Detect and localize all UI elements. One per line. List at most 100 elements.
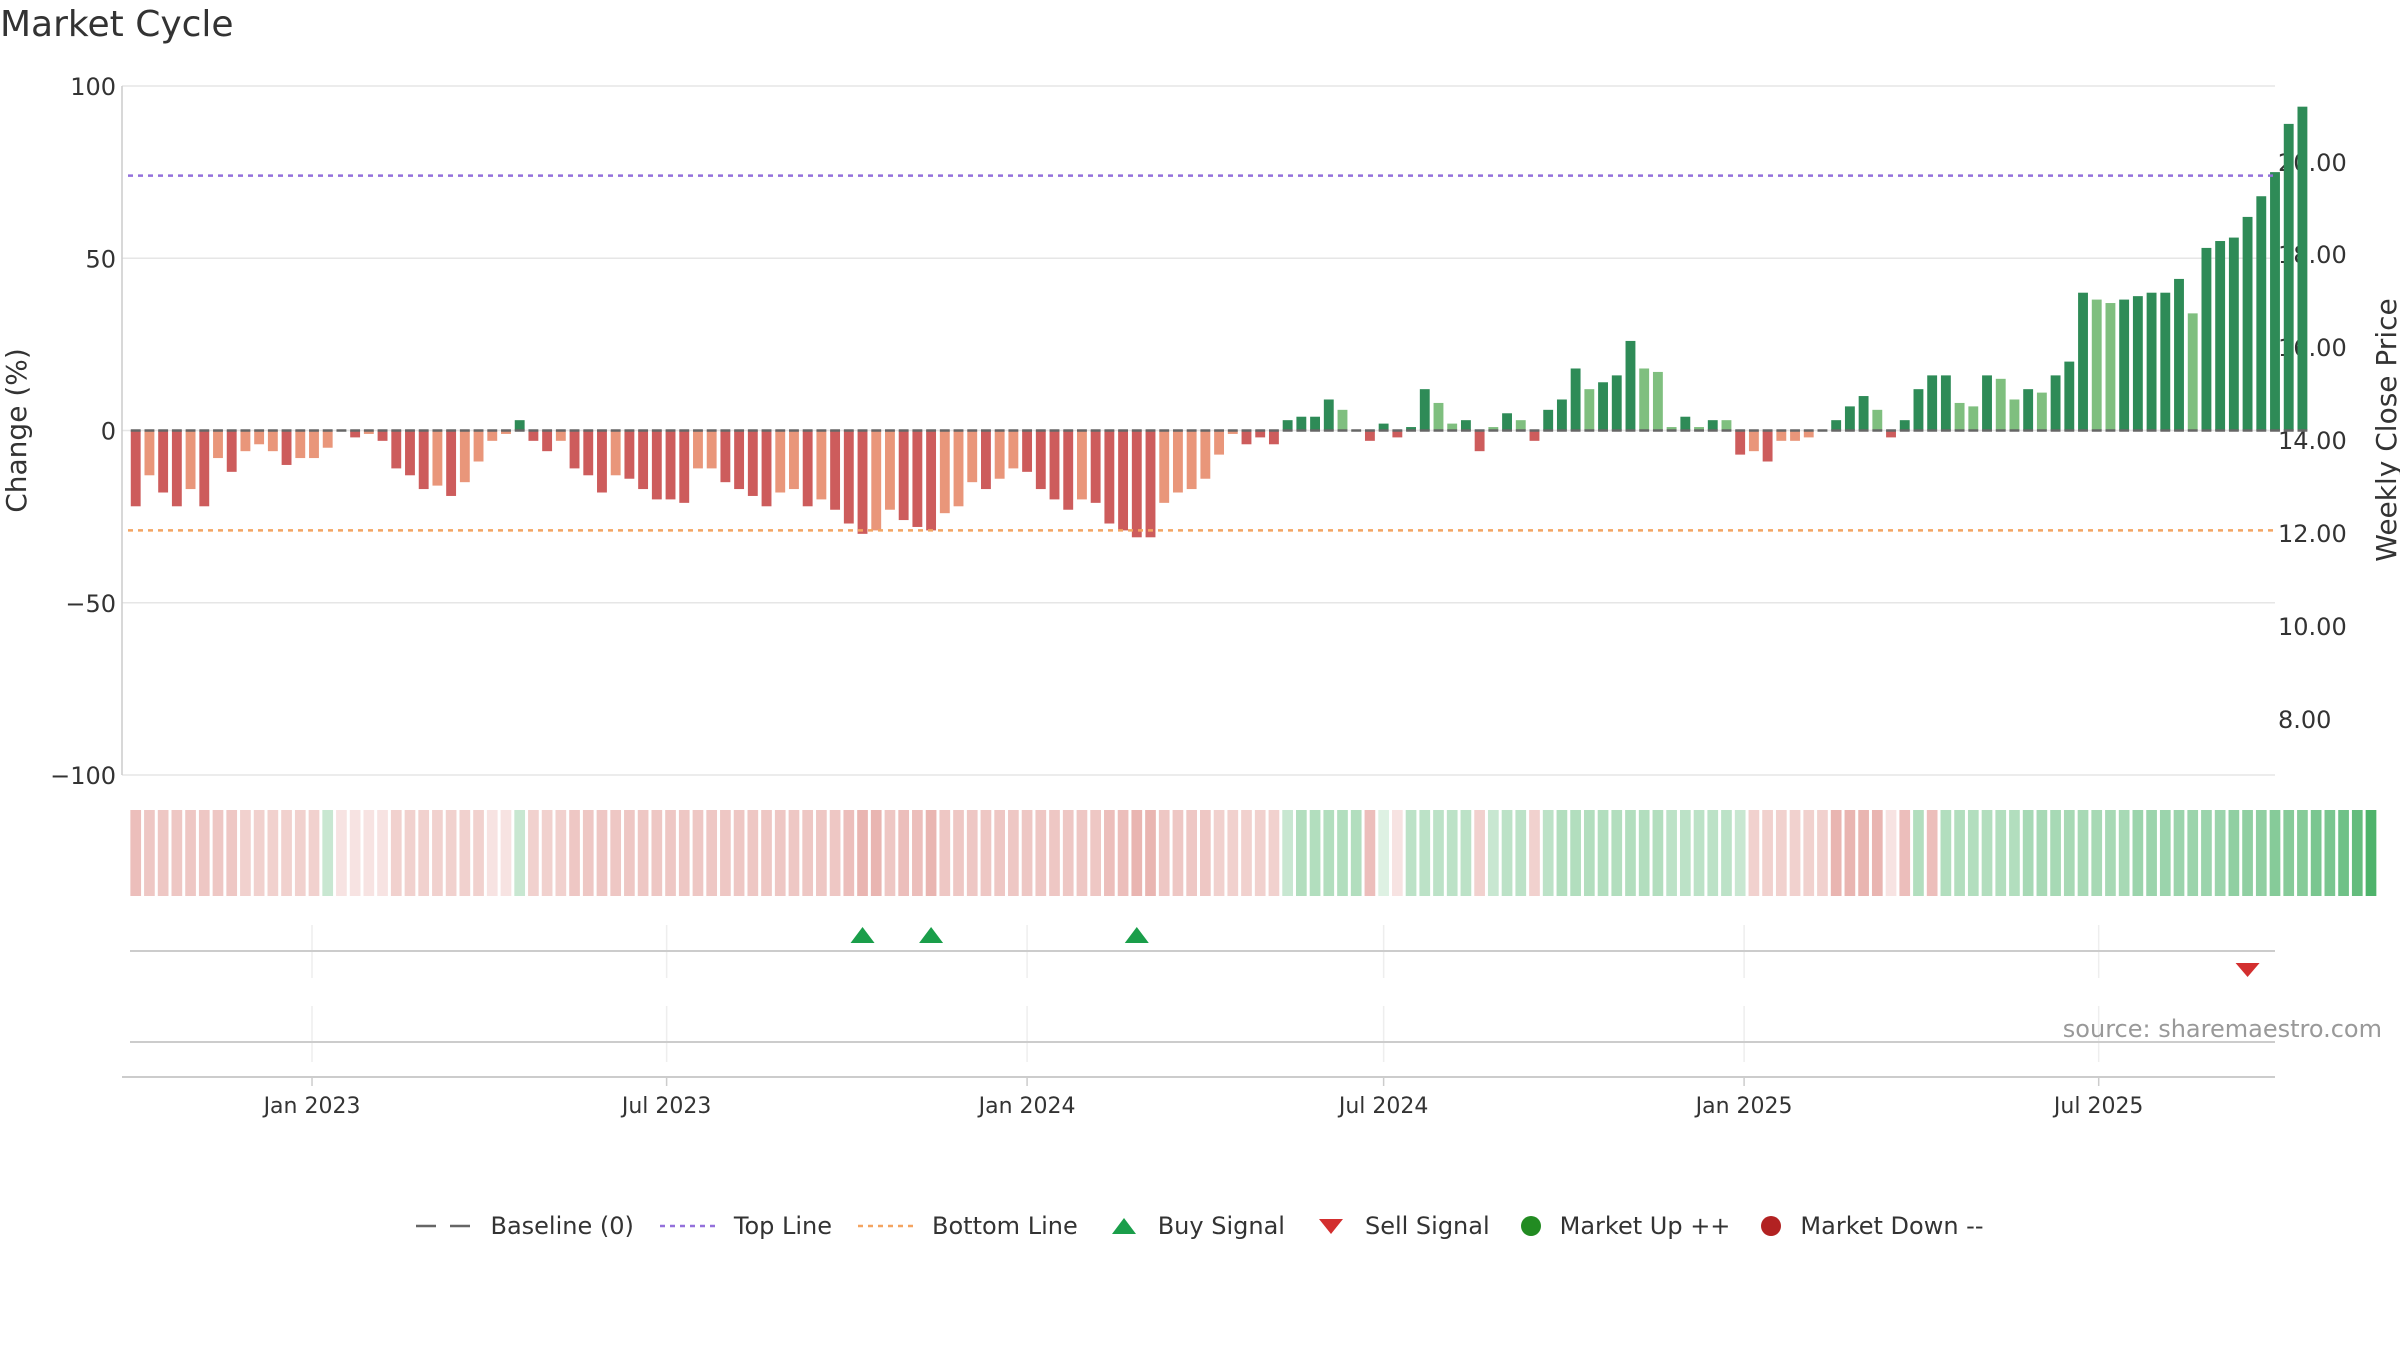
bar [2009, 399, 2020, 431]
bar [555, 430, 566, 441]
bar [2036, 392, 2047, 431]
bar [1529, 430, 1540, 441]
heat-band-cell [925, 810, 937, 896]
green-dot-icon [1520, 1216, 1541, 1236]
heat-band-cell [1940, 810, 1952, 896]
heat-band-cell [390, 810, 402, 896]
heat-band-cell [1131, 810, 1143, 896]
bar [391, 430, 402, 469]
heat-band-cell [445, 810, 457, 896]
heat-band-cell [1049, 810, 1060, 896]
bar [1145, 430, 1156, 538]
legend-item-sell-signal[interactable]: Sell Signal [1311, 1212, 1490, 1240]
heat-band-cell [157, 810, 169, 896]
heat-band-cell [2173, 810, 2185, 896]
bar [1927, 375, 1938, 431]
bar [2091, 299, 2102, 431]
heat-band-cell [624, 810, 635, 896]
y-tick-label: 50 [85, 245, 116, 273]
bar [1104, 430, 1115, 524]
heat-band-cell [1186, 810, 1197, 896]
legend-item-top-line[interactable]: Top Line [659, 1212, 832, 1240]
bar [213, 430, 223, 459]
heat-band-cell [1830, 810, 1842, 896]
legend-item-market-down[interactable]: Market Down -- [1756, 1212, 1984, 1240]
legend-item-baseline[interactable]: Baseline (0) [416, 1212, 634, 1240]
bar [994, 430, 1005, 479]
bar [583, 430, 594, 476]
heat-band-cell [1076, 810, 1088, 896]
bar [1131, 430, 1142, 538]
bar [1735, 430, 1746, 455]
bar [2256, 196, 2267, 431]
bar [2297, 106, 2308, 431]
heat-band-cell [994, 810, 1006, 896]
bar [1447, 423, 1458, 431]
heat-band-cell [226, 810, 238, 896]
heat-band-cell [1926, 810, 1938, 896]
heat-band-cell [528, 810, 539, 896]
heat-band-cell [1405, 810, 1417, 896]
heat-band-cell [1337, 810, 1348, 896]
bar [734, 430, 745, 490]
heat-band-cell [1350, 810, 1362, 896]
bar [1776, 430, 1787, 441]
bar [2078, 292, 2088, 431]
heat-band-cell [171, 810, 183, 896]
bar [1694, 427, 1704, 431]
heat-band-cell [816, 810, 827, 896]
bar [226, 430, 237, 472]
heat-band-cell [2255, 810, 2267, 896]
heat-band-cell [2283, 810, 2295, 896]
heat-band-cell [1899, 810, 1911, 896]
bar [1200, 430, 1211, 479]
bar [542, 430, 553, 452]
heat-band-cell [1227, 810, 1239, 896]
heat-band-cell [829, 810, 841, 896]
heat-band-cell [747, 810, 759, 896]
heat-band-cell [1158, 810, 1170, 896]
bar [240, 430, 251, 452]
heat-band-cell [1817, 810, 1828, 896]
bar [1392, 430, 1403, 438]
bar [295, 430, 306, 459]
bar [1954, 402, 1965, 431]
bar [2270, 172, 2280, 431]
legend-label: Baseline (0) [490, 1212, 634, 1240]
bar [1433, 402, 1444, 431]
bar [1844, 406, 1855, 431]
heat-band-cell [1021, 810, 1033, 896]
heat-band-cell [1625, 810, 1636, 896]
bar [528, 430, 539, 441]
bar [1639, 368, 1650, 431]
heat-band-cell [1446, 810, 1458, 896]
bar [624, 430, 635, 479]
heat-band-cell [2118, 810, 2130, 896]
heat-band-cell [2009, 810, 2020, 896]
bar [446, 430, 457, 496]
heat-band-cell [802, 810, 814, 896]
heat-band-cell [1954, 810, 1965, 896]
heat-band-cell [294, 810, 306, 896]
bar [1995, 378, 2006, 431]
heat-band-cell [1145, 810, 1156, 896]
heat-band-cell [1309, 810, 1321, 896]
heat-band-cell [1789, 810, 1801, 896]
heat-band-cell [1762, 810, 1773, 896]
bar [1255, 430, 1266, 438]
y-tick-label: −50 [65, 590, 116, 618]
heat-band-cell [1104, 810, 1115, 896]
heat-band-cell [500, 810, 512, 896]
legend-item-buy-signal[interactable]: Buy Signal [1104, 1212, 1285, 1240]
heat-band-cell [966, 810, 978, 896]
x-tick-label: Jul 2023 [620, 1094, 712, 1119]
heat-band-cell [1378, 810, 1389, 896]
bar [281, 430, 292, 465]
bar [1790, 430, 1800, 441]
bar [2174, 278, 2184, 431]
legend-item-bottom-line[interactable]: Bottom Line [858, 1212, 1078, 1240]
legend-item-market-up[interactable]: Market Up ++ [1516, 1212, 1730, 1240]
heat-band-cell [1268, 810, 1280, 896]
bar [363, 430, 374, 434]
heat-band-cell [1008, 810, 1019, 896]
